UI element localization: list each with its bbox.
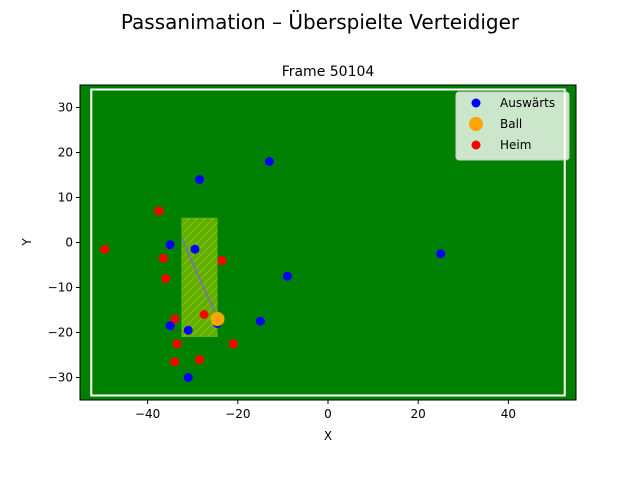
- away-point-8: [165, 321, 175, 331]
- y-tick-label: 30: [58, 101, 73, 115]
- y-tick-label: −10: [48, 281, 73, 295]
- legend-marker-ball: [469, 117, 483, 131]
- away-point-4: [190, 244, 200, 254]
- x-tick-label: −40: [135, 407, 160, 421]
- y-tick-label: 10: [58, 191, 73, 205]
- home-point-6: [170, 314, 180, 324]
- away-point-6: [436, 249, 446, 259]
- home-point-3: [158, 253, 168, 263]
- legend-label-away: Auswärts: [500, 96, 555, 110]
- y-tick-label: 20: [58, 146, 73, 160]
- x-tick-label: 40: [501, 407, 516, 421]
- legend: Auswärts Ball Heim: [455, 91, 570, 161]
- legend-marker-home: [471, 140, 481, 150]
- home-point-4: [217, 256, 227, 265]
- home-point-9: [228, 339, 238, 349]
- y-tick-label: 0: [65, 236, 73, 250]
- y-tick-label: −30: [48, 371, 73, 385]
- home-point-7: [199, 310, 209, 319]
- legend-label-ball: Ball: [500, 117, 522, 131]
- figure-suptitle: Passanimation – Überspielte Verteidiger: [121, 10, 520, 34]
- x-tick-label: −20: [225, 407, 250, 421]
- ball-point-1: [210, 312, 225, 326]
- away-point-2: [194, 175, 204, 184]
- legend-box: [455, 91, 570, 161]
- away-point-5: [282, 271, 292, 281]
- home-point-10: [194, 355, 204, 364]
- away-point-7: [255, 316, 265, 326]
- home-point-8: [172, 339, 182, 349]
- legend-label-home: Heim: [500, 138, 531, 152]
- pass-line: [180, 237, 220, 322]
- chart-title: Frame 50104: [282, 64, 375, 80]
- home-point-5: [161, 274, 171, 283]
- legend-marker-away: [471, 98, 481, 108]
- home-point-2: [100, 244, 110, 254]
- x-axis-label: X: [324, 429, 332, 443]
- pitch-boundary: [90, 88, 566, 397]
- y-tick-label: −20: [48, 326, 73, 340]
- x-tick-label: 0: [324, 407, 332, 421]
- home-point-1: [154, 206, 164, 216]
- away-point-3: [165, 240, 175, 250]
- x-tick-label: 20: [411, 407, 426, 421]
- home-point-11: [170, 357, 180, 367]
- away-point-10: [183, 373, 193, 382]
- away-point-9: [183, 325, 193, 335]
- away-point-1: [264, 157, 274, 166]
- y-axis-label: Y: [20, 238, 34, 247]
